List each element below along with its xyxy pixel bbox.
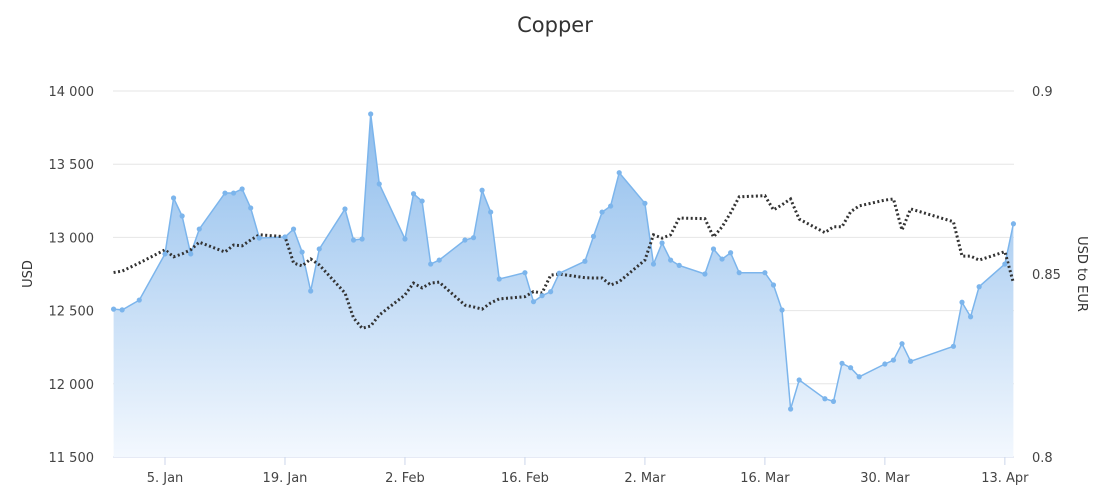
copper-point <box>659 240 665 246</box>
copper-point <box>170 195 177 201</box>
y-tick-label: 13 000 <box>49 231 95 246</box>
copper-point <box>616 170 622 176</box>
copper-point <box>316 246 322 252</box>
copper-point <box>470 235 477 241</box>
copper-point <box>488 209 494 215</box>
copper-point <box>770 282 777 288</box>
chart-title: Copper <box>517 13 593 37</box>
copper-point <box>839 360 845 366</box>
copper-point <box>608 203 614 209</box>
copper-point <box>590 233 597 239</box>
copper-point <box>376 181 382 187</box>
copper-point <box>882 361 888 367</box>
y-tick-label: 12 500 <box>49 305 95 320</box>
copper-point <box>119 307 125 313</box>
copper-point <box>762 270 768 276</box>
copper-point <box>1002 261 1008 267</box>
copper-point <box>1010 221 1017 227</box>
copper-point <box>530 299 537 305</box>
copper-point <box>736 270 742 276</box>
y2-tick-label: 0.8 <box>1032 451 1053 466</box>
copper-point <box>110 306 117 312</box>
copper-point <box>907 358 914 364</box>
y-axis-title: USD <box>21 260 36 288</box>
copper-point <box>342 206 348 212</box>
copper-point <box>539 293 545 299</box>
copper-point <box>848 365 854 371</box>
copper-point <box>188 251 194 257</box>
copper-point <box>428 261 434 267</box>
copper-point <box>779 307 785 313</box>
copper-point <box>299 249 305 255</box>
copper-point <box>368 111 374 117</box>
copper-point <box>419 198 425 204</box>
y-tick-label: 11 500 <box>49 451 95 466</box>
x-tick-label: 30. Mar <box>860 471 910 486</box>
copper-point <box>830 398 837 404</box>
copper-point <box>479 187 485 193</box>
x-tick-label: 5. Jan <box>147 471 184 486</box>
copper-point <box>719 256 725 262</box>
copper-point <box>899 341 905 347</box>
y2-axis-title: USD to EUR <box>1074 236 1089 312</box>
copper-point <box>788 406 794 412</box>
copper-point <box>410 191 417 197</box>
copper-point <box>522 270 528 276</box>
x-tick-label: 2. Feb <box>385 471 425 486</box>
y2-tick-label: 0.85 <box>1032 268 1061 283</box>
y-tick-label: 13 500 <box>49 158 95 173</box>
copper-point <box>256 235 262 241</box>
copper-point <box>556 270 562 276</box>
copper-point <box>222 190 228 196</box>
x-tick-label: 2. Mar <box>624 471 666 486</box>
x-tick-label: 16. Feb <box>501 471 549 486</box>
copper-point <box>959 299 965 305</box>
copper-point <box>642 200 648 206</box>
copper-point <box>248 205 254 211</box>
copper-point <box>650 261 657 267</box>
copper-point <box>710 246 717 252</box>
copper-point <box>136 297 142 303</box>
copper-point <box>890 357 897 363</box>
y2-tick-label: 0.9 <box>1032 85 1053 100</box>
copper-point <box>976 284 982 290</box>
copper-point <box>950 343 957 349</box>
x-tick-label: 16. Mar <box>740 471 790 486</box>
copper-point <box>230 190 237 196</box>
y-tick-label: 14 000 <box>49 85 95 100</box>
copper-point <box>668 257 674 263</box>
copper-point <box>676 262 682 268</box>
copper-point <box>599 209 605 215</box>
copper-point <box>796 377 802 383</box>
copper-point <box>308 288 314 294</box>
copper-point <box>728 250 734 256</box>
copper-point <box>239 186 245 192</box>
copper-point <box>967 314 974 320</box>
copper-area <box>113 114 1014 457</box>
copper-point <box>290 226 297 232</box>
x-tick-label: 13. Apr <box>981 471 1029 486</box>
copper-point <box>359 236 365 242</box>
copper-point <box>856 374 862 380</box>
copper-point <box>496 276 502 282</box>
copper-point <box>162 251 168 257</box>
copper-point <box>822 396 828 402</box>
copper-point <box>196 226 202 232</box>
copper-point <box>436 257 442 263</box>
copper-point <box>282 234 288 240</box>
y-tick-label: 12 000 <box>49 378 95 393</box>
copper-point <box>582 258 588 264</box>
copper-point <box>462 237 468 243</box>
copper-point <box>179 213 185 219</box>
x-tick-label: 19. Jan <box>263 471 308 486</box>
copper-point <box>402 236 408 242</box>
copper-point <box>702 271 708 277</box>
copper-point <box>548 289 554 295</box>
copper-point <box>350 237 357 243</box>
